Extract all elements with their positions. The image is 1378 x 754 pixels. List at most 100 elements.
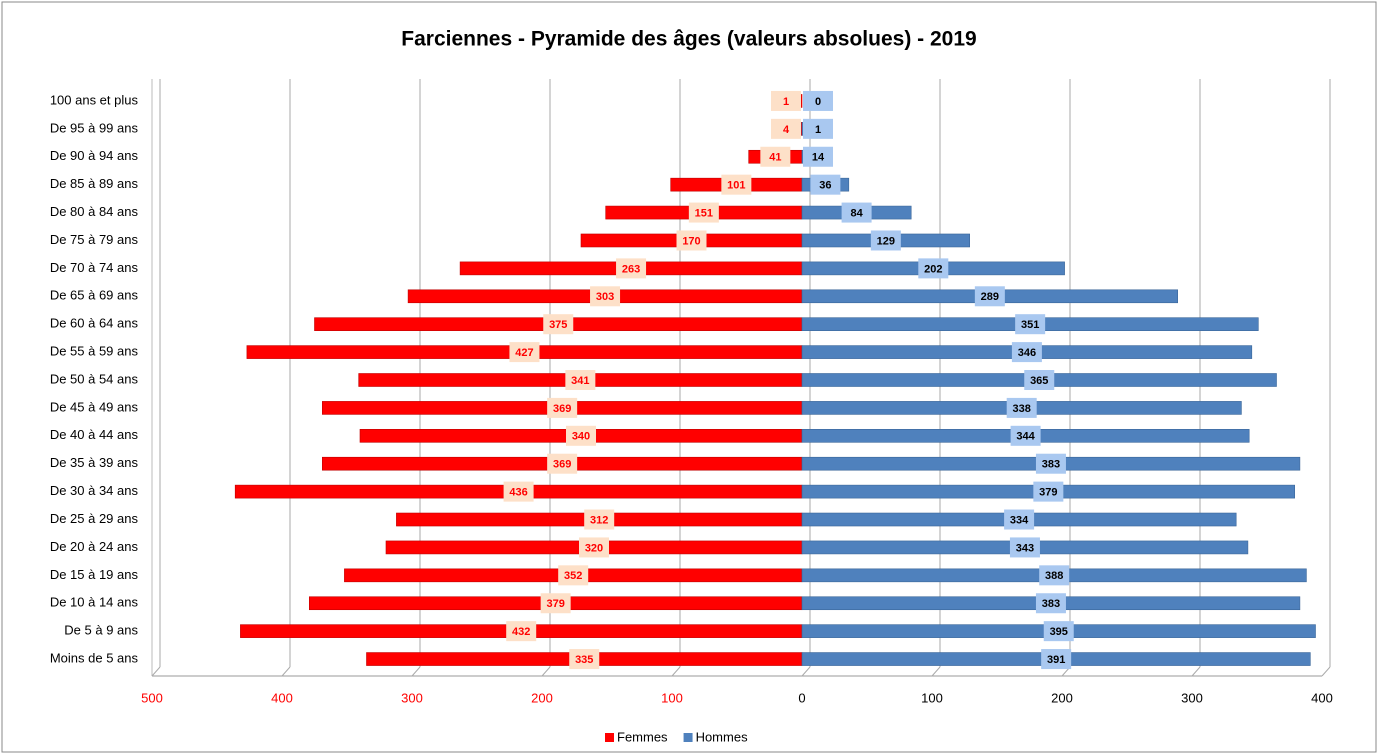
value-label-box xyxy=(540,593,571,614)
y-tick-label: De 40 à 44 ans xyxy=(50,427,139,442)
value-label: 369 xyxy=(553,403,571,415)
value-label-box xyxy=(506,621,537,642)
y-tick-label: De 90 à 94 ans xyxy=(50,148,139,163)
legend-swatch xyxy=(683,733,693,742)
value-label-box xyxy=(547,453,578,474)
y-tick-label: De 45 à 49 ans xyxy=(50,399,139,414)
value-label: 4 xyxy=(783,124,790,136)
value-label-box xyxy=(1010,425,1041,446)
value-label-box xyxy=(771,118,801,139)
value-label: 391 xyxy=(1047,654,1065,666)
y-tick-label: De 75 à 79 ans xyxy=(50,232,139,247)
value-label-box xyxy=(590,286,621,307)
value-label: 365 xyxy=(1030,375,1048,387)
value-label: 263 xyxy=(622,263,640,275)
value-label-box xyxy=(1043,621,1074,642)
x-tick-label: 0 xyxy=(798,690,805,705)
value-label-box xyxy=(1035,453,1066,474)
value-label-box xyxy=(803,90,833,111)
value-label: 151 xyxy=(695,207,713,219)
y-tick-label: De 20 à 24 ans xyxy=(50,539,139,554)
value-label: 320 xyxy=(585,542,603,554)
x-tick-label: 300 xyxy=(1181,690,1203,705)
tick-mark xyxy=(1191,666,1201,677)
x-tick-label: 100 xyxy=(661,690,683,705)
value-label: 170 xyxy=(682,235,700,247)
value-label: 346 xyxy=(1018,347,1036,359)
tick-mark xyxy=(671,666,681,677)
x-tick-label: 400 xyxy=(1311,690,1333,705)
value-label-box xyxy=(760,146,791,167)
value-label-box xyxy=(870,230,901,251)
value-label-box xyxy=(918,258,949,279)
value-label: 335 xyxy=(575,654,593,666)
value-label-box xyxy=(1009,537,1040,558)
value-label: 303 xyxy=(596,291,614,303)
chart-title: Farciennes - Pyramide des âges (valeurs … xyxy=(401,28,976,51)
x-tick-label: 300 xyxy=(401,690,423,705)
y-tick-label: De 95 à 99 ans xyxy=(50,120,139,135)
value-label: 129 xyxy=(877,235,895,247)
tick-mark xyxy=(151,666,161,677)
value-label: 312 xyxy=(590,514,608,526)
value-label: 1 xyxy=(815,124,821,136)
value-label-box xyxy=(579,537,609,558)
value-label: 383 xyxy=(1042,598,1060,610)
x-tick-label: 500 xyxy=(141,690,163,705)
y-tick-label: De 50 à 54 ans xyxy=(50,371,139,386)
y-tick-label: De 60 à 64 ans xyxy=(50,316,139,331)
y-tick-label: De 25 à 29 ans xyxy=(50,511,139,526)
value-label: 351 xyxy=(1021,319,1039,331)
value-label: 427 xyxy=(515,347,533,359)
legend-swatch xyxy=(605,733,614,742)
y-tick-label: De 5 à 9 ans xyxy=(64,623,138,638)
value-label-box xyxy=(503,481,534,502)
value-label-box xyxy=(565,370,596,390)
value-label-box xyxy=(1015,314,1046,335)
value-label: 41 xyxy=(769,152,781,164)
value-label-box xyxy=(1033,481,1064,502)
value-label-box xyxy=(543,314,574,335)
value-label: 341 xyxy=(571,375,589,387)
tick-mark xyxy=(931,666,941,677)
value-label: 36 xyxy=(819,180,831,192)
y-tick-label: De 55 à 59 ans xyxy=(50,344,139,359)
y-tick-label: De 70 à 74 ans xyxy=(50,260,139,275)
value-label: 84 xyxy=(850,207,863,219)
legend-label: Hommes xyxy=(696,729,749,744)
y-tick-label: 100 ans et plus xyxy=(50,92,139,107)
value-label: 388 xyxy=(1045,570,1063,582)
x-tick-label: 400 xyxy=(271,690,293,705)
tick-mark xyxy=(411,666,421,677)
value-label: 334 xyxy=(1010,514,1029,526)
value-label-box xyxy=(1004,509,1035,530)
value-label-box xyxy=(569,649,600,670)
value-label: 14 xyxy=(812,152,825,164)
y-tick-label: De 10 à 14 ans xyxy=(50,595,139,610)
tick-mark xyxy=(281,666,291,677)
value-label-box xyxy=(1035,593,1066,614)
value-label: 338 xyxy=(1013,403,1031,415)
y-tick-label: De 35 à 39 ans xyxy=(50,455,139,470)
x-tick-label: 200 xyxy=(531,690,553,705)
value-label: 379 xyxy=(546,598,564,610)
value-label-box xyxy=(803,118,833,139)
x-tick-label: 200 xyxy=(1051,690,1073,705)
value-label-box xyxy=(688,202,719,223)
value-label-box xyxy=(841,202,872,223)
value-label: 379 xyxy=(1039,487,1057,499)
value-label-box xyxy=(509,342,540,363)
value-label-box xyxy=(810,174,841,195)
x-tick-label: 100 xyxy=(921,690,943,705)
value-label-box xyxy=(676,230,707,251)
value-label: 383 xyxy=(1042,459,1060,471)
value-label-box xyxy=(558,565,589,586)
value-label-box xyxy=(1039,565,1070,586)
value-label: 432 xyxy=(512,626,530,638)
tick-mark xyxy=(541,666,551,677)
y-tick-label: De 80 à 84 ans xyxy=(50,204,139,219)
value-label: 202 xyxy=(924,263,942,275)
value-label-box xyxy=(584,509,615,530)
value-label: 101 xyxy=(727,180,745,192)
value-label-box xyxy=(1006,397,1037,418)
